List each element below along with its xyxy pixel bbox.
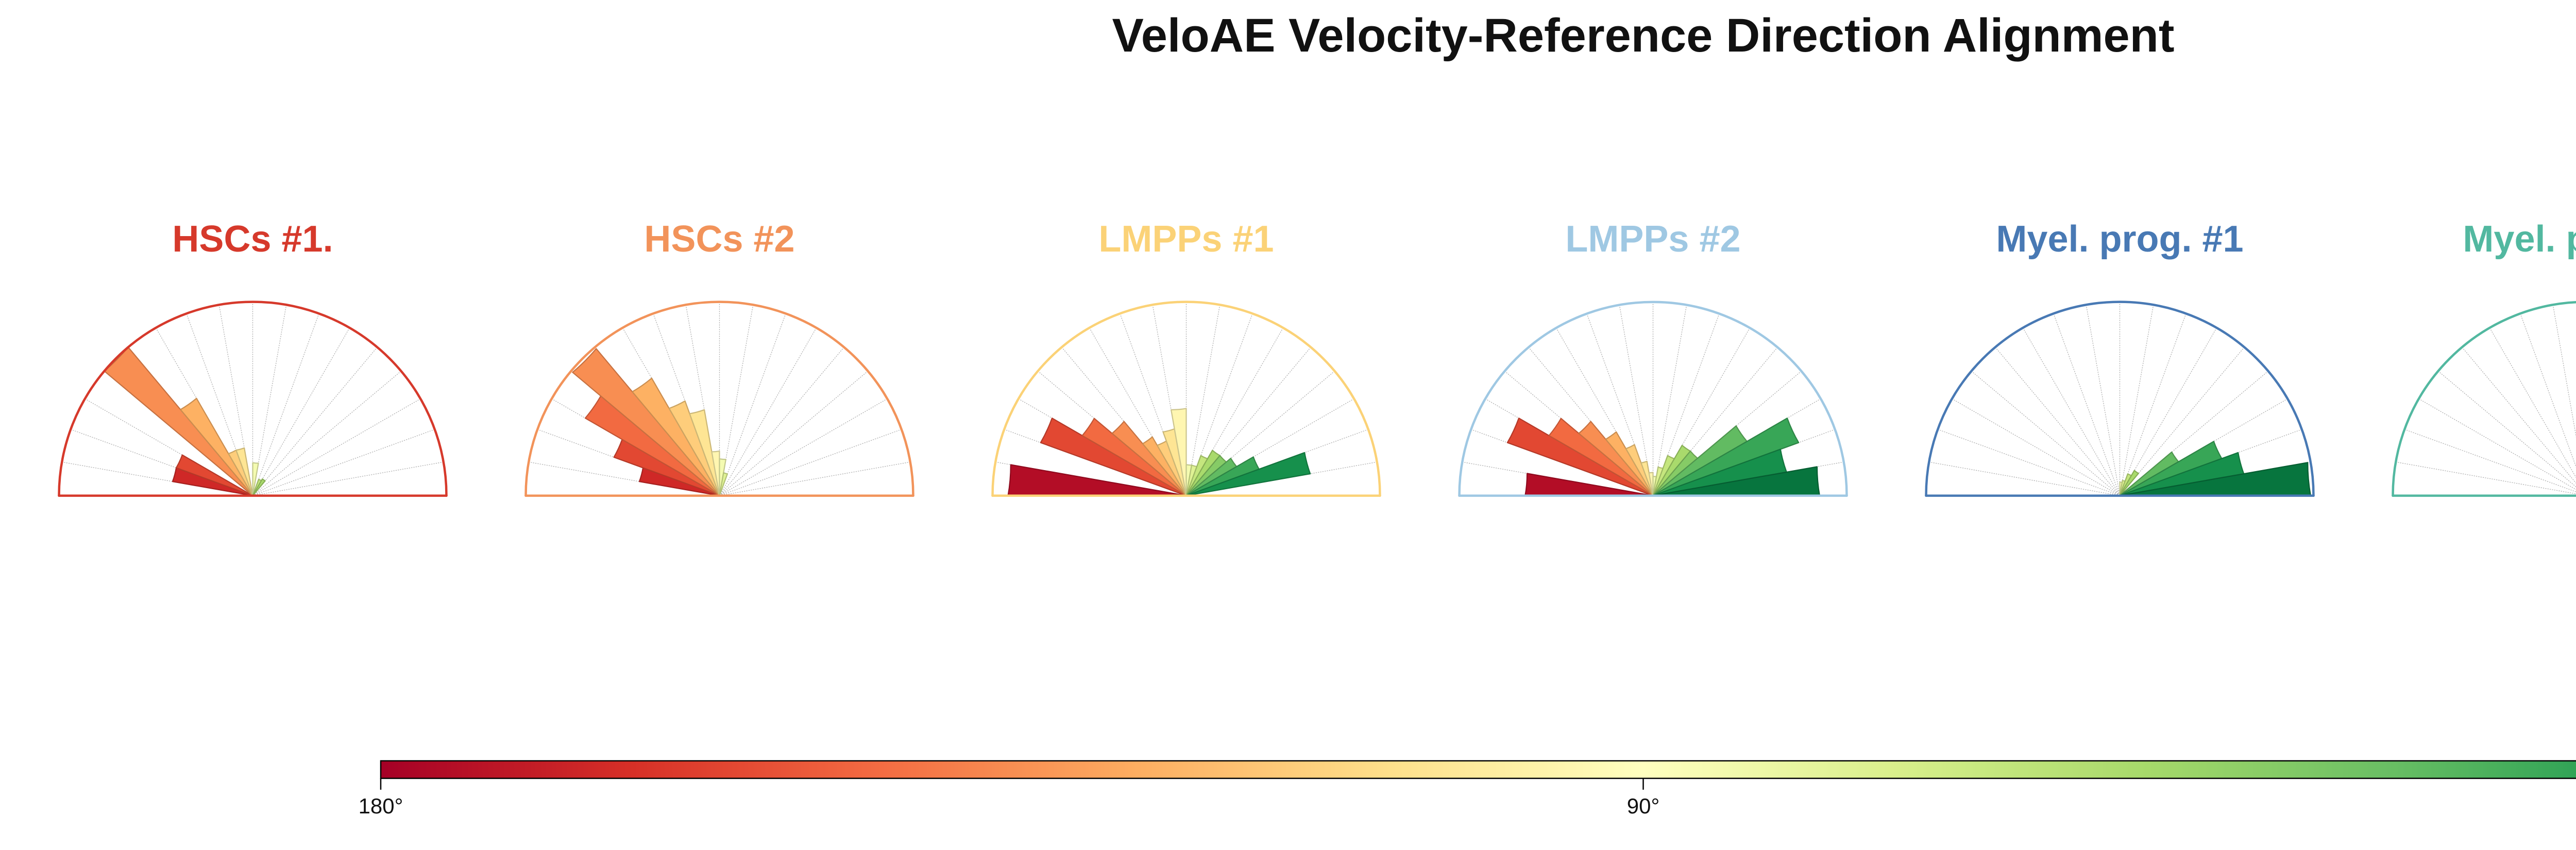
svg-text:90°: 90° xyxy=(1627,794,1660,818)
svg-text:LMPPs #1: LMPPs #1 xyxy=(1098,219,1274,260)
svg-text:HSCs #1.: HSCs #1. xyxy=(172,219,333,260)
svg-text:Myel. prog. #2: Myel. prog. #2 xyxy=(2463,219,2576,260)
svg-text:VeloAE Velocity-Reference Dire: VeloAE Velocity-Reference Direction Alig… xyxy=(1112,9,2174,62)
svg-text:Myel. prog. #1: Myel. prog. #1 xyxy=(1996,219,2243,260)
svg-text:LMPPs #2: LMPPs #2 xyxy=(1565,219,1740,260)
svg-text:180°: 180° xyxy=(359,794,403,818)
svg-text:HSCs #2: HSCs #2 xyxy=(644,219,794,260)
